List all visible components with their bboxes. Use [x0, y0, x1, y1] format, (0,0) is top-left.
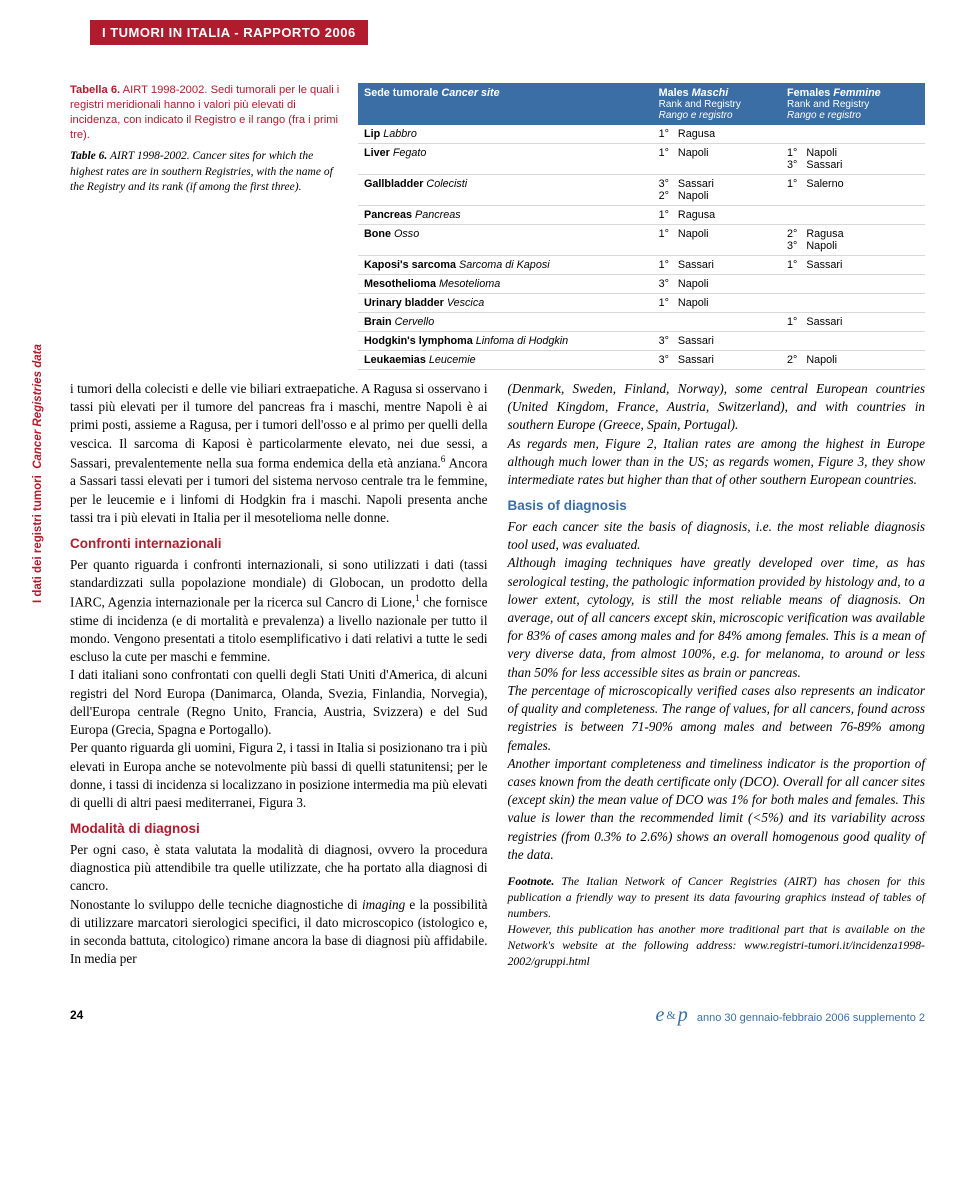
page-number: 24 — [70, 1008, 83, 1022]
ep-logo-icon: e&p — [655, 1004, 687, 1027]
page-footer: 24 e&p anno 30 gennaio-febbraio 2006 sup… — [70, 998, 925, 1027]
footer-text: anno 30 gennaio-febbraio 2006 supplement… — [697, 1012, 925, 1024]
footnote: Footnote. The Italian Network of Cancer … — [508, 874, 926, 970]
side-tab: I dati dei registri tumori Cancer Regist… — [20, 83, 52, 1027]
table-row: Lip Labbro 1° Ragusa — [358, 125, 925, 144]
th-males: Males Maschi Rank and Registry Rango e r… — [653, 83, 781, 125]
table-row: Gallbladder Colecisti 3° Sassari2° Napol… — [358, 175, 925, 206]
header-banner: I TUMORI IN ITALIA - RAPPORTO 2006 — [90, 20, 368, 45]
side-label-en: Cancer Registries data — [32, 344, 44, 469]
subhead-confronti: Confronti internazionali — [70, 535, 488, 554]
table-row: Leukaemias Leucemie 3° Sassari 2° Napoli — [358, 351, 925, 370]
cancer-sites-table: Sede tumorale Cancer site Males Maschi R… — [358, 83, 925, 370]
side-label-it: I dati dei registri tumori — [32, 475, 44, 603]
subhead-basis: Basis of diagnosis — [508, 497, 926, 516]
th-site: Sede tumorale Cancer site — [358, 83, 653, 125]
table-row: Bone Osso 1° Napoli 2° Ragusa3° Napoli — [358, 225, 925, 256]
table-row: Pancreas Pancreas 1° Ragusa — [358, 206, 925, 225]
table-row: Mesothelioma Mesotelioma 3° Napoli — [358, 275, 925, 294]
th-females: Females Femmine Rank and Registry Rango … — [781, 83, 925, 125]
subhead-modalita: Modalità di diagnosi — [70, 820, 488, 839]
left-column: i tumori della colecisti e delle vie bil… — [70, 380, 488, 970]
table-row: Hodgkin's lymphoma Linfoma di Hodgkin 3°… — [358, 332, 925, 351]
table-row: Brain Cervello 1° Sassari — [358, 313, 925, 332]
table-row: Urinary bladder Vescica 1° Napoli — [358, 294, 925, 313]
table-row: Kaposi's sarcoma Sarcoma di Kaposi 1° Sa… — [358, 256, 925, 275]
right-column: (Denmark, Sweden, Finland, Norway), some… — [508, 380, 926, 970]
table-row: Liver Fegato 1° Napoli 1° Napoli3° Sassa… — [358, 144, 925, 175]
table-caption-it: Tabella 6. AIRT 1998-2002. Sedi tumorali… — [70, 83, 340, 143]
table-caption-en: Table 6. AIRT 1998-2002. Cancer sites fo… — [70, 149, 340, 196]
